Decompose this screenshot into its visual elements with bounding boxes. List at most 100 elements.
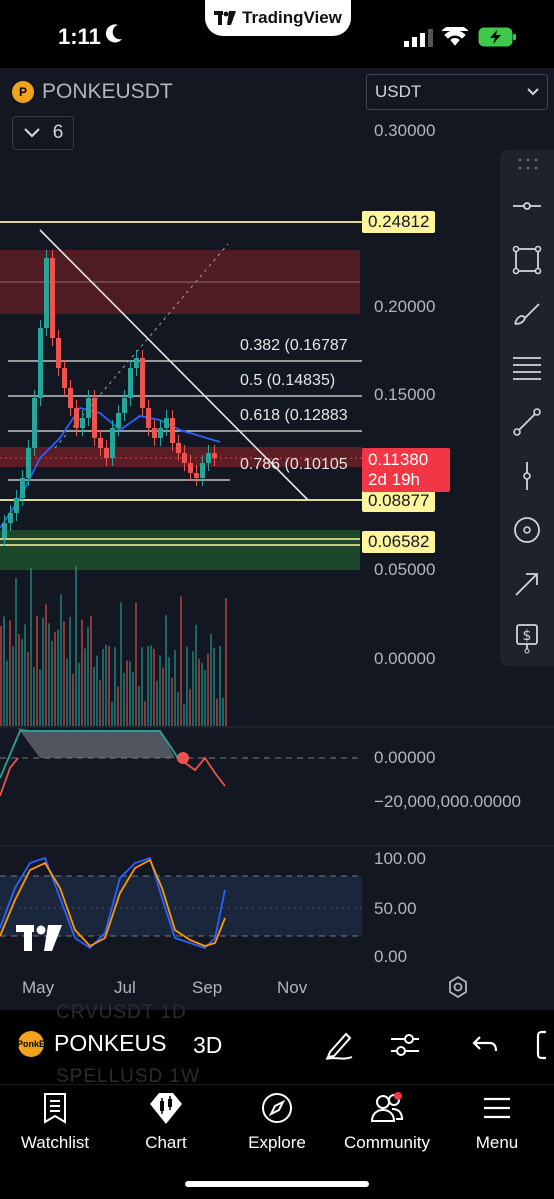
price-label-tool[interactable]: $ [509, 620, 545, 656]
bar-countdown: 2d 19h [368, 470, 420, 489]
tab-menu[interactable]: Menu [442, 1091, 552, 1153]
stoch-d-line [0, 858, 226, 948]
coin-logo-icon: P [12, 81, 34, 103]
stoch-k-line [0, 856, 226, 950]
volume-bar [117, 686, 119, 726]
volume-bar [39, 669, 41, 726]
drag-handle-icon[interactable] [518, 158, 538, 170]
candle-body [74, 408, 79, 428]
volume-bar [165, 615, 167, 726]
clock: 1:11 [58, 24, 101, 49]
arrow-tool[interactable] [509, 566, 545, 602]
tab-explore[interactable]: Explore [222, 1091, 332, 1153]
undo-icon[interactable] [468, 1028, 502, 1062]
volume-bar [225, 598, 227, 726]
candle-body [86, 398, 91, 418]
volume-bar [177, 692, 179, 726]
volume-bar [81, 619, 83, 726]
time-axis-label: May [22, 978, 55, 997]
status-bar: 1:11 TradingView [0, 0, 554, 68]
volume-bar [33, 667, 35, 726]
symbol-selector[interactable]: PonkE PONKEUS [17, 1030, 166, 1057]
fib-label: 0.382 (0.16787 [240, 337, 348, 354]
candle-body [80, 418, 85, 428]
candle-body [50, 258, 55, 338]
tab-watchlist[interactable]: Watchlist [0, 1091, 110, 1153]
volume-bar [159, 655, 161, 726]
volume-bar [174, 649, 176, 726]
volume-bar [42, 617, 44, 726]
oscillator-area [18, 728, 175, 758]
volume-bar [129, 661, 131, 726]
volume-bar [21, 638, 23, 726]
ellipse-tool[interactable] [509, 512, 545, 548]
horizontal-ray-tool[interactable] [509, 188, 545, 224]
candle-body [68, 388, 73, 408]
volume-bar [75, 566, 77, 726]
candle-body [176, 443, 181, 453]
candle-body [146, 408, 151, 428]
fib-label: 0.786 (0.10105 [240, 456, 348, 473]
volume-bar [96, 655, 98, 726]
volume-bar [183, 704, 185, 726]
volume-bar [135, 602, 137, 726]
volume-bar [27, 652, 29, 726]
stoch-axis-label: 100.00 [374, 849, 426, 868]
candle-body [56, 338, 61, 368]
price-axis-label: 0.05000 [374, 560, 436, 579]
price-axis-label: 0.00000 [374, 649, 436, 668]
volume-bar [99, 679, 101, 726]
volume-bar [57, 629, 59, 726]
coin-logo-icon: PonkE [17, 1030, 45, 1057]
timeframe-button[interactable]: 3D [193, 1032, 223, 1058]
candle-body [128, 368, 133, 398]
oscillator-axis-label: 0.00000 [374, 748, 436, 767]
tab-chart[interactable]: Chart [111, 1091, 221, 1153]
trend-line-tool[interactable] [509, 404, 545, 440]
rectangle-tool[interactable] [509, 242, 545, 278]
resistance-price-tag: 0.24812 [362, 211, 436, 233]
candle-body [38, 328, 43, 398]
drawing-pen-icon[interactable] [322, 1028, 356, 1062]
price-chart-canvas[interactable] [0, 68, 554, 1010]
candle-body [194, 473, 199, 478]
symbol-header[interactable]: P PONKEUSDT [12, 80, 173, 104]
volume-bar [36, 616, 38, 726]
app-pill[interactable]: TradingView [205, 0, 351, 36]
settings-sliders-icon[interactable] [388, 1028, 422, 1062]
tab-community[interactable]: Community [332, 1091, 442, 1153]
price-axis-label: 0.20000 [374, 297, 436, 316]
fib-retracement-tool[interactable] [509, 350, 545, 386]
volume-bar [45, 604, 47, 726]
volume-bar [102, 649, 104, 726]
compass-icon [262, 1093, 292, 1123]
moving-average-line [0, 406, 221, 529]
candle-body [32, 398, 37, 448]
stoch-axis-label: 50.00 [374, 899, 417, 918]
volume-bar [90, 615, 92, 726]
volume-bar [84, 648, 86, 726]
horizontal-ray-icon [513, 202, 541, 210]
demand-zone [0, 530, 360, 570]
fullscreen-icon[interactable] [532, 1028, 554, 1062]
vertical-line-tool[interactable] [509, 458, 545, 494]
brush-icon [514, 303, 540, 325]
indicators-toggle-button[interactable]: 6 [12, 116, 74, 150]
brush-tool[interactable] [509, 296, 545, 332]
tab-label: Menu [475, 1133, 519, 1152]
cross-marker [177, 752, 189, 764]
currency-select[interactable]: USDT [366, 74, 548, 110]
volume-bar [78, 663, 80, 726]
arrow-icon [515, 573, 538, 596]
candle-body [104, 448, 109, 458]
chart-settings-icon[interactable] [446, 975, 470, 999]
chart-icon [150, 1093, 182, 1124]
candle-body [140, 358, 145, 408]
volume-bar [108, 646, 110, 726]
rectangle-icon [512, 245, 542, 275]
candle-body [14, 498, 19, 513]
community-icon [370, 1092, 404, 1122]
volume-bar [147, 646, 149, 726]
chart-area[interactable]: P PONKEUSDT 6 USDT 0.30000 0.20000 0.150… [0, 68, 554, 1010]
ghost-symbol: SPELLUSD 1W [56, 1066, 201, 1087]
